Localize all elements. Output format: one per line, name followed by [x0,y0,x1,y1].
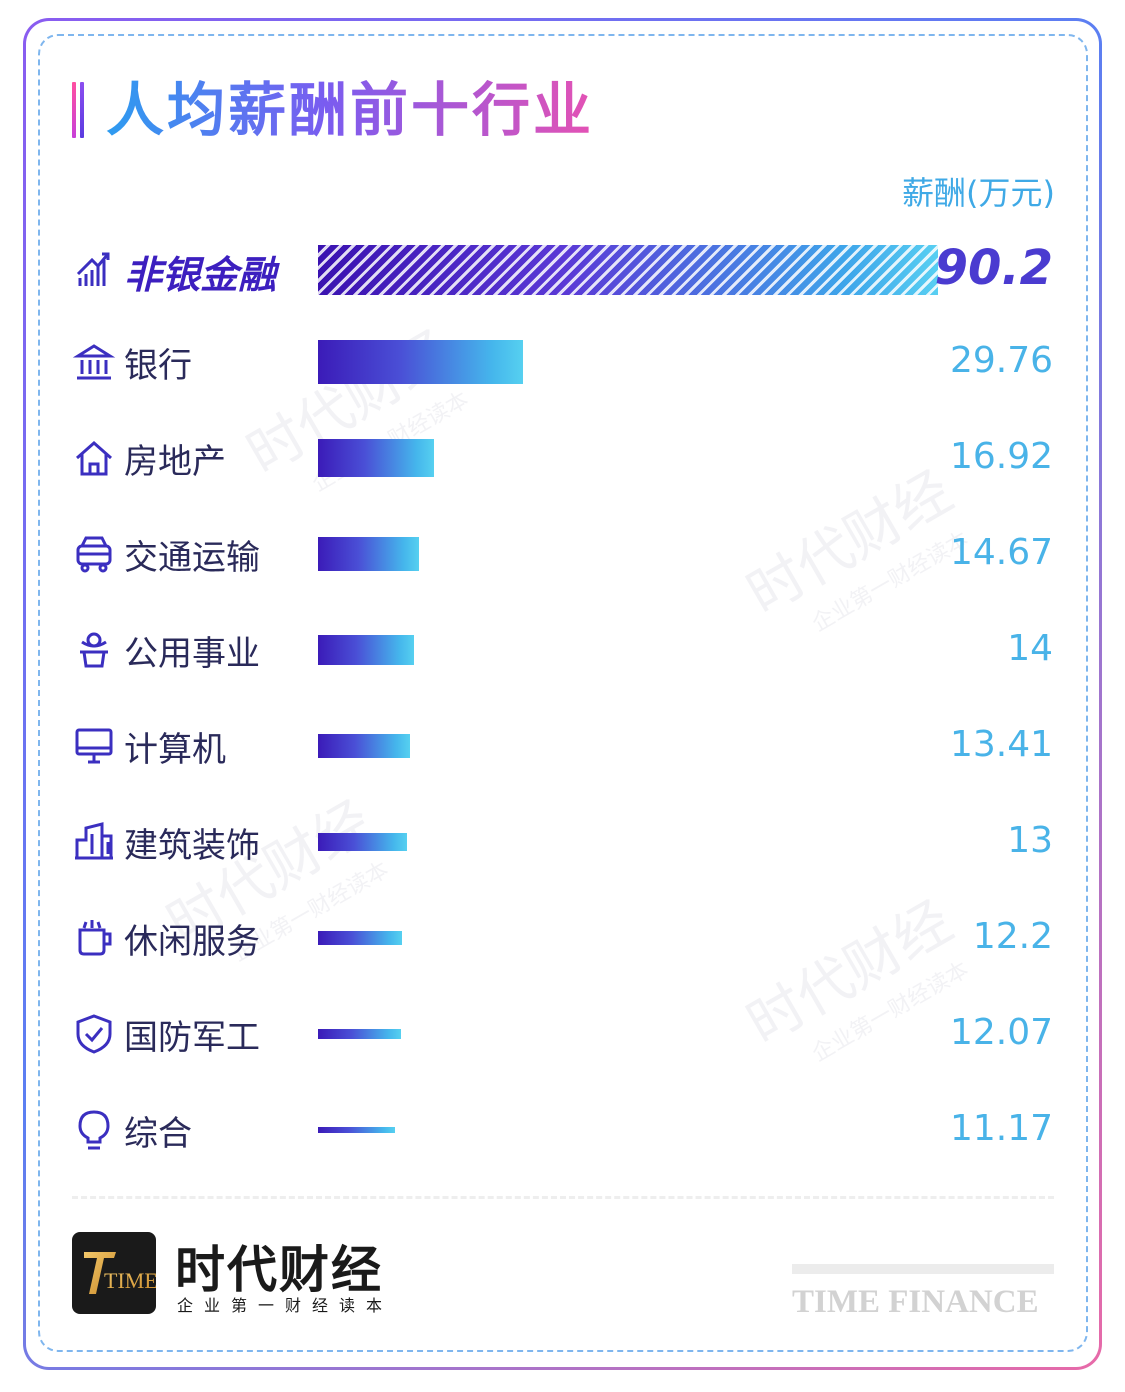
bar [318,439,434,477]
bar [318,245,938,295]
brand-en-bar [792,1264,1054,1274]
chart-title: 人均薪酬前十行业 [106,70,594,150]
plant-icon [72,628,116,672]
bar [318,537,419,571]
title-accent-bars [72,82,86,138]
chart-up-icon [72,248,116,292]
chart-row: 房地产 16.92 [0,410,1125,506]
value-label: 11.17 [949,1108,1053,1149]
monitor-icon [72,724,116,768]
chart-row: 交通运输 14.67 [0,506,1125,602]
bulb-icon [72,1108,116,1152]
unit-label: 薪酬(万元) [902,174,1055,212]
bar [318,1029,401,1039]
category-label: 计算机 [124,730,226,770]
bank-icon [72,340,116,384]
value-label: 12.07 [949,1012,1053,1053]
brand-name-en: TIME FINANCE [792,1284,1039,1320]
chart-row: 公用事业 14 [0,602,1125,698]
chart-row: 综合 11.17 [0,1082,1125,1178]
car-icon [72,532,116,576]
footer-divider [72,1196,1054,1199]
chart-row: 休闲服务 12.2 [0,890,1125,986]
category-label: 银行 [124,346,192,386]
value-label: 90.2 [934,240,1053,296]
brand-name-cn: 时代财经 [175,1241,383,1299]
category-label: 综合 [124,1114,192,1154]
chart-row: 建筑装饰 13 [0,794,1125,890]
category-label: 交通运输 [124,538,260,578]
category-label: 休闲服务 [124,922,260,962]
value-label: 13 [1007,820,1053,861]
chart-row: 国防军工 12.07 [0,986,1125,1082]
value-label: 14 [1007,628,1053,669]
chart-row: 银行 29.76 [0,314,1125,410]
bar [318,1127,395,1133]
shield-icon [72,1012,116,1056]
bar [318,635,414,665]
value-label: 13.41 [949,724,1053,765]
category-label: 公用事业 [124,634,260,674]
category-label: 房地产 [124,442,226,482]
brand-slogan: 企业第一财经读本 [177,1296,394,1315]
logo-mark-text: TIME [104,1268,156,1293]
cup-icon [72,916,116,960]
value-label: 12.2 [972,916,1053,957]
time-logo-icon: TIME [72,1232,156,1314]
bar [318,931,402,945]
category-label: 非银金融 [124,253,277,297]
chart-row: 计算机 13.41 [0,698,1125,794]
category-label: 建筑装饰 [124,826,260,866]
bar [318,734,410,758]
bar [318,340,523,384]
chart-row: 非银金融 90.2 [0,222,1125,318]
category-label: 国防军工 [124,1018,260,1058]
value-label: 29.76 [949,340,1053,381]
bar [318,833,407,851]
inner-frame [38,34,1088,1352]
value-label: 16.92 [949,436,1053,477]
house-icon [72,436,116,480]
building-icon [72,820,116,864]
value-label: 14.67 [949,532,1053,573]
